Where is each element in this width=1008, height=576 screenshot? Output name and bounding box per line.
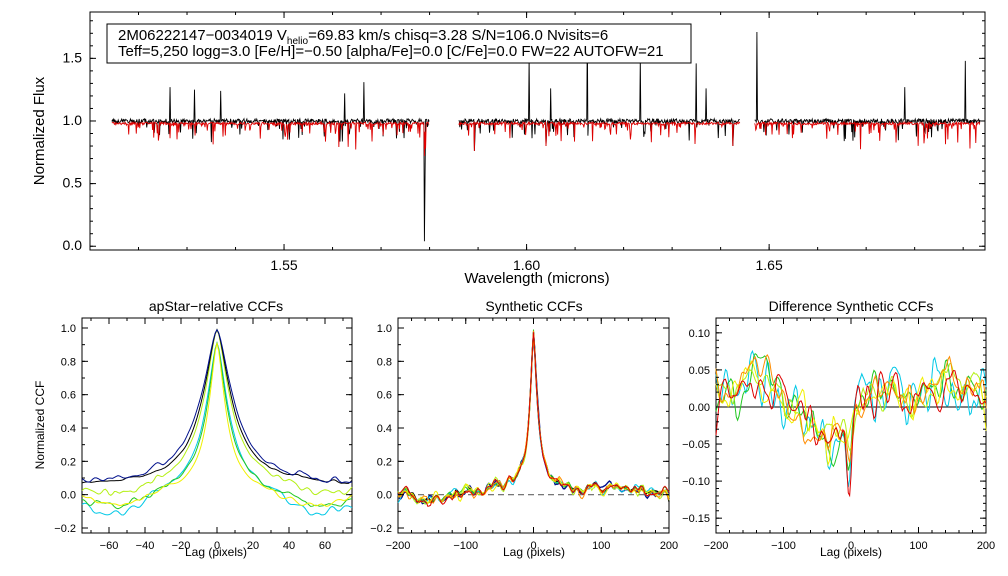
synthetic-ccf-x-tick-label: −100 [453, 540, 478, 552]
synthetic-ccf-title: Synthetic CCFs [485, 298, 582, 314]
model-spectrum-segment-2 [458, 120, 741, 152]
apstar-ccf-y-tick-label: 1.0 [61, 323, 76, 335]
synthetic-ccf-y-tick-label: 1.0 [377, 323, 392, 335]
synthetic-ccf-line-visit-4 [397, 329, 670, 504]
synthetic-ccf-y-tick-label: 0.0 [377, 490, 392, 502]
spectrum-x-tick-label: 1.60 [513, 257, 540, 273]
annotation-line-2: Teff=5,250 logg=3.0 [Fe/H]=−0.50 [alpha/… [118, 43, 664, 60]
apstar-ccf-line-visit-2 [81, 328, 353, 483]
synthetic-ccf-frame [397, 317, 670, 534]
synthetic-ccf-y-tick-label: 0.8 [377, 356, 392, 368]
apstar-ccf-frame [81, 317, 353, 534]
synthetic-ccf-line-visit-5 [397, 332, 670, 505]
synthetic-ccf-y-tick-label: −0.2 [370, 523, 392, 535]
apstar-ccf-y-label: Normalized CCF [33, 381, 47, 470]
difference-ccf-y-tick-label: 0.00 [689, 402, 710, 414]
difference-ccf-y-tick-label: −0.10 [682, 476, 710, 488]
apstar-ccf-line-visit-3 [81, 341, 353, 516]
spectrum-y-tick-label: 0.5 [63, 175, 83, 191]
apstar-ccf-x-tick-label: −40 [136, 540, 155, 552]
spectrum-annotation-box: 2M06222147−0034019 Vhelio=69.83 km/s chi… [106, 23, 692, 64]
difference-ccf-y-tick-label: 0.05 [689, 365, 710, 377]
model-spectrum-segment-3 [754, 120, 981, 150]
synthetic-ccf-x-tick-label: 0 [530, 540, 536, 552]
difference-ccf-y-tick-label: −0.15 [682, 513, 710, 525]
apstar-ccf-x-tick-label: −60 [100, 540, 119, 552]
difference-ccf-line-visit-6 [715, 369, 987, 498]
apstar-ccf-line-visit-4 [81, 341, 353, 510]
apstar-ccf-x-tick-label: 60 [319, 540, 331, 552]
difference-ccf-y-tick-label: −0.05 [682, 439, 710, 451]
model-spectrum-segment-1 [111, 120, 430, 157]
apstar-ccf-line-visit-1 [81, 328, 353, 484]
synthetic-ccf-y-tick-label: 0.2 [377, 456, 392, 468]
difference-ccf-y-tick-label: 0.10 [689, 328, 710, 340]
apstar-ccf-x-tick-label: 40 [283, 540, 295, 552]
spectrum-y-tick-label: 0.0 [63, 237, 83, 253]
difference-ccf-x-tick-label: 0 [848, 540, 854, 552]
synthetic-ccf-x-tick-label: −200 [386, 540, 411, 552]
spectrum-y-label: Normalized Flux [31, 76, 48, 185]
synthetic-ccf-panel: Synthetic CCFs −200 −100 0 100 200 −0.2 0.0 0.2… [370, 298, 678, 559]
difference-ccf-x-tick-label: −200 [704, 540, 729, 552]
spectrum-x-label: Wavelength (microns) [464, 270, 609, 287]
synthetic-ccf-y-tick-label: 0.4 [377, 423, 392, 435]
spectrum-x-tick-label: 1.65 [756, 257, 783, 273]
apstar-ccf-title: apStar−relative CCFs [149, 298, 283, 314]
difference-ccf-x-tick-label: 100 [909, 540, 927, 552]
spectrum-y-tick-label: 1.5 [63, 49, 83, 65]
synthetic-ccf-line-visit-8 [397, 332, 670, 507]
difference-ccf-line-visit-5 [715, 353, 987, 463]
synthetic-ccf-x-label: Lag (pixels) [503, 545, 565, 559]
apstar-ccf-x-tick-label: 0 [214, 540, 220, 552]
synthetic-ccf-x-tick-label: 100 [592, 540, 610, 552]
apstar-ccf-y-tick-label: 0.8 [61, 356, 76, 368]
apstar-ccf-y-tick-label: −0.2 [54, 523, 76, 535]
synthetic-ccf-x-tick-label: 200 [660, 540, 678, 552]
spectrum-y-tick-label: 1.0 [63, 112, 83, 128]
apstar-ccf-x-label: Lag (pixels) [185, 545, 247, 559]
difference-ccf-panel: Difference Synthetic CCFs −200 −100 0 100 20… [682, 298, 995, 559]
difference-ccf-x-label: Lag (pixels) [820, 545, 882, 559]
spectrum-x-tick-label: 1.55 [270, 257, 297, 273]
apstar-ccf-x-tick-label: −20 [172, 540, 191, 552]
apstar-ccf-y-tick-label: 0.6 [61, 390, 76, 402]
spectrum-frame [89, 11, 986, 251]
apstar-ccf-y-tick-label: 0.2 [61, 456, 76, 468]
synthetic-ccf-line-visit-6 [397, 332, 670, 505]
difference-ccf-x-tick-label: −100 [771, 540, 796, 552]
apstar-ccf-panel: apStar−relative CCFs −60 −40 −20 0 20 40 60 −0.… [33, 298, 353, 559]
difference-ccf-x-tick-label: 200 [977, 540, 995, 552]
synthetic-ccf-y-tick-label: 0.6 [377, 390, 392, 402]
synthetic-ccf-line-visit-7 [397, 330, 670, 504]
apstar-ccf-x-tick-label: 20 [247, 540, 259, 552]
difference-ccf-line-visit-4 [715, 360, 987, 467]
synthetic-ccf-line-visit-1 [397, 332, 670, 503]
apstar-ccf-y-tick-label: 0.4 [61, 423, 76, 435]
spectrum-panel: 1.55 1.60 1.65 0.0 0.5 1.0 1.5 2M06222147−0034… [31, 11, 986, 287]
synthetic-ccf-line-visit-3 [397, 331, 670, 505]
apstar-ccf-line-visit-5 [81, 328, 353, 496]
synthetic-ccf-line-visit-2 [397, 332, 670, 505]
annotation-line-1: 2M06222147−0034019 Vhelio=69.83 km/s chi… [118, 27, 608, 47]
apstar-ccf-line-visit-6 [81, 342, 353, 507]
observed-spectrum-segment-1 [111, 82, 430, 242]
apstar-ccf-y-tick-label: 0.0 [61, 490, 76, 502]
difference-ccf-title: Difference Synthetic CCFs [769, 298, 934, 314]
